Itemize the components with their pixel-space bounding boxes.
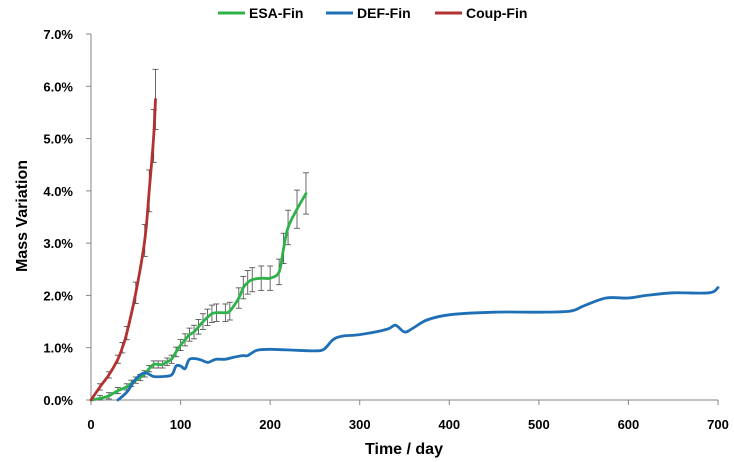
y-tick-label: 0.0% (43, 393, 73, 408)
series-coup-fin (89, 68, 159, 402)
y-tick-label: 4.0% (43, 184, 73, 199)
x-tick-label: 200 (259, 417, 281, 432)
y-tick-label: 7.0% (43, 27, 73, 42)
y-tick-label: 5.0% (43, 132, 73, 147)
y-tick-label: 2.0% (43, 288, 73, 303)
y-tick-label: 3.0% (43, 236, 73, 251)
legend-label-def-fin: DEF-Fin (357, 5, 411, 21)
series-line-esa-fin (89, 192, 308, 402)
x-tick-label: 400 (438, 417, 460, 432)
x-tick-label: 300 (349, 417, 371, 432)
axes: 0 100 200 300 400 500 600 700 0.0% 1.0% 2.0% 3.0% 4.… (43, 27, 728, 432)
series-line-coup-fin (89, 98, 157, 402)
y-axis-title: Mass Variation (14, 160, 31, 272)
legend-label-esa-fin: ESA-Fin (249, 5, 303, 21)
y-tick-label: 6.0% (43, 79, 73, 94)
x-tick-label: 700 (707, 417, 729, 432)
y-tick-label: 1.0% (43, 341, 73, 356)
series-line-def-fin (116, 286, 720, 402)
x-tick-label: 500 (528, 417, 550, 432)
x-tick-label: 100 (170, 417, 192, 432)
series-def-fin (116, 286, 720, 402)
legend-label-coup-fin: Coup-Fin (466, 5, 527, 21)
series-layer (89, 68, 720, 402)
x-axis-title: Time / day (365, 441, 443, 458)
x-tick-label: 600 (618, 417, 640, 432)
series-esa-fin (89, 172, 309, 402)
x-tick-label: 0 (87, 417, 94, 432)
legend: ESA-Fin DEF-Fin Coup-Fin (218, 5, 527, 21)
